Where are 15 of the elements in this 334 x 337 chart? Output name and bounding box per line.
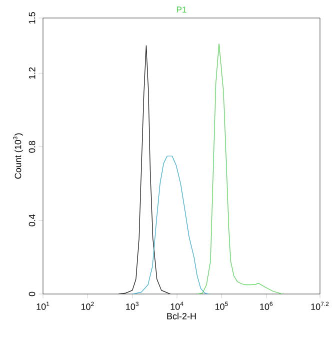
x-tick-label: 10$^{5}$ xyxy=(215,302,228,310)
x-tick-label: 10$^{3}$ xyxy=(126,302,139,310)
x-tick-label: 10$^{6}$ xyxy=(260,302,273,310)
x-tick-label: 10$^{2}$ xyxy=(81,302,94,310)
x-tick-label: 10$^{7.2}$ xyxy=(311,302,329,310)
y-tick-label: 1.2 xyxy=(28,67,36,79)
chart-title: P1 xyxy=(176,6,186,12)
y-axis-title: Count (10$^{3}$) xyxy=(13,133,23,179)
y-tick-label: 0.4 xyxy=(28,214,36,226)
y-tick-label: 1.5 xyxy=(28,12,36,24)
x-tick-label: 10$^{1}$ xyxy=(36,302,50,310)
x-axis-title: Bcl-2-H xyxy=(167,312,196,320)
y-tick-label: 0 xyxy=(28,292,36,296)
y-tick-label: 0.8 xyxy=(28,140,36,153)
x-tick-label: 10$^{4}$ xyxy=(170,302,184,310)
